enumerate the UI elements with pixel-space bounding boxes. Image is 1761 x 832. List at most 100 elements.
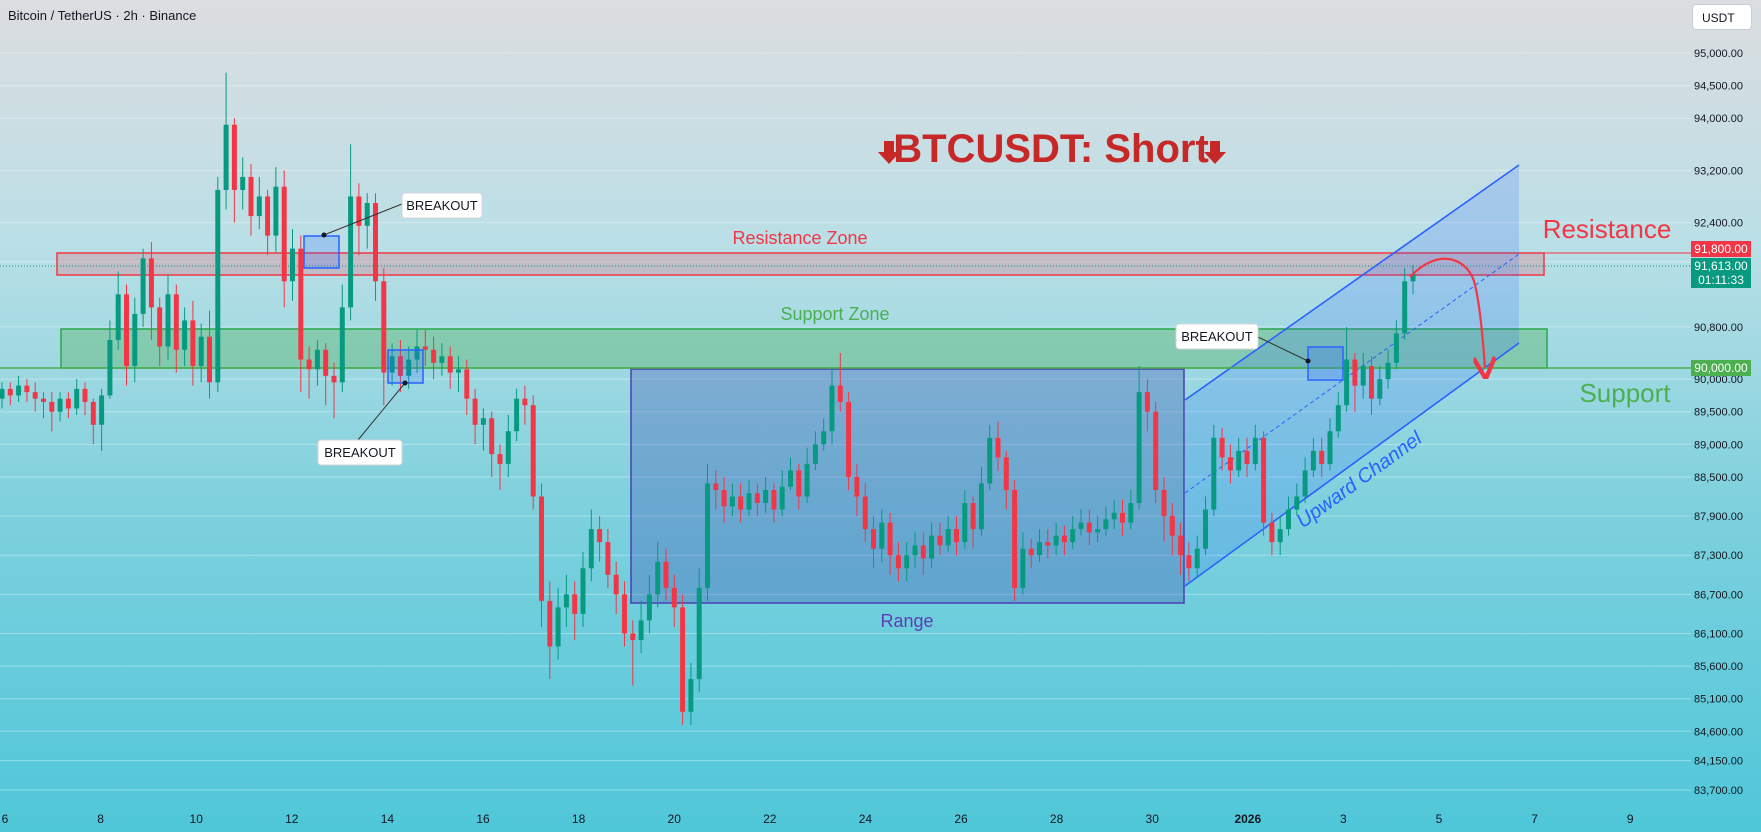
time-axis[interactable]: 6 8 10 12 14 16 18 20 22 24 26 28 30 2026 3 5 7 9 [2,812,1634,826]
channel-mid-line [1184,253,1520,494]
candle-body [530,405,536,497]
price-tick-label: 90,800.00 [1694,322,1743,334]
projection-arrow [1409,257,1485,368]
callout-dot-2 [402,380,408,386]
candle-body [464,369,470,399]
currency-button[interactable]: USDT [1692,4,1752,30]
candle-body [431,349,437,363]
candle-body [323,349,329,376]
candle-body [821,431,827,445]
price-tick-label: 85,600.00 [1694,661,1743,673]
price-tick-label: 92,400.00 [1694,218,1743,230]
breakout-box-3 [1307,346,1344,381]
candle-body [190,320,196,367]
candle-body [24,385,30,393]
candle-body [1028,548,1034,556]
candle-body [140,258,146,314]
candle-body [597,529,603,543]
candle-body [1344,359,1350,406]
candle-body [1360,366,1366,386]
candle-body [978,483,984,530]
candle-body [879,522,885,549]
price-tick-label: 95,000.00 [1694,48,1743,60]
candle-body [1037,542,1042,556]
candle-body [771,489,777,510]
price-tag-resistance: 91,800.00 [1691,241,1751,257]
candle-body [439,356,445,363]
candle-body [339,307,345,383]
callout-line-3 [1257,336,1309,362]
candle-body [1286,509,1291,530]
candle-body [721,489,727,507]
price-tick-label: 94,500.00 [1694,81,1743,93]
breakout-callout-1[interactable]: BREAKOUT [401,192,483,219]
time-tick-label: 26 [954,812,968,826]
price-tag-support: 90,000.00 [1691,360,1751,376]
candle-body [954,529,959,543]
breakout-label-1: BREAKOUT [406,198,478,213]
breakout-label-2: BREAKOUT [324,445,396,460]
down-arrow-icon-left [878,141,900,164]
candle-body [1144,392,1150,412]
candle-body [796,470,802,497]
candle-body [846,401,852,477]
candle-body [1352,359,1358,386]
candle-body [314,349,320,370]
candle-body [763,489,769,504]
candle-body [90,401,96,425]
candle-body [1277,529,1283,543]
breakout-callout-2[interactable]: BREAKOUT [317,439,403,466]
candle-body [1236,450,1242,471]
candle-body [1203,509,1208,549]
time-tick-label: 16 [476,812,490,826]
callout-line-2 [357,382,406,441]
candle-body [812,444,818,464]
candles [0,72,1416,725]
candle-body [680,607,686,712]
candle-body [1227,457,1233,471]
candle-body [663,561,669,588]
candle-body [373,203,378,282]
candle-body [1103,519,1109,530]
time-tick-label: 30 [1146,812,1160,826]
resistance-zone-label: Resistance Zone [732,228,867,248]
candle-body [539,496,544,601]
candle-body [389,356,395,373]
time-tick-label: 3 [1340,812,1347,826]
price-axis[interactable]: 95,000.00 94,500.00 94,000.00 93,200.00 92,4… [1694,48,1743,797]
candle-body [788,470,793,487]
candle-body [995,437,1001,458]
resistance-zone [56,252,1545,276]
time-tick-label: 6 [2,812,9,826]
time-tick-label: 5 [1436,812,1443,826]
candle-body [945,529,951,546]
candle-body [1061,535,1067,543]
breakout-callout-3[interactable]: BREAKOUT [1175,323,1259,350]
candle-body [1335,405,1341,432]
candle-body [290,248,295,282]
candle-body [57,398,63,412]
candle-body [1393,333,1399,363]
candle-body [157,307,163,347]
candle-body [746,493,752,510]
candle-body [406,359,412,376]
candle-body [1377,379,1383,399]
candle-body [16,385,22,396]
candle-body [605,542,611,575]
candle-body [1327,431,1333,464]
price-tick-label: 83,700.00 [1694,785,1743,797]
candle-body [613,574,619,595]
candle-body [115,294,121,340]
candle-body [165,294,171,347]
candle-body [1310,450,1316,471]
candle-body [929,535,935,559]
time-tick-label: 14 [381,812,395,826]
candle-body [381,281,387,373]
candle-body [223,124,229,190]
candle-body [1261,437,1267,523]
candle-body [804,463,810,497]
candle-body [49,401,55,412]
candle-body [688,679,694,712]
